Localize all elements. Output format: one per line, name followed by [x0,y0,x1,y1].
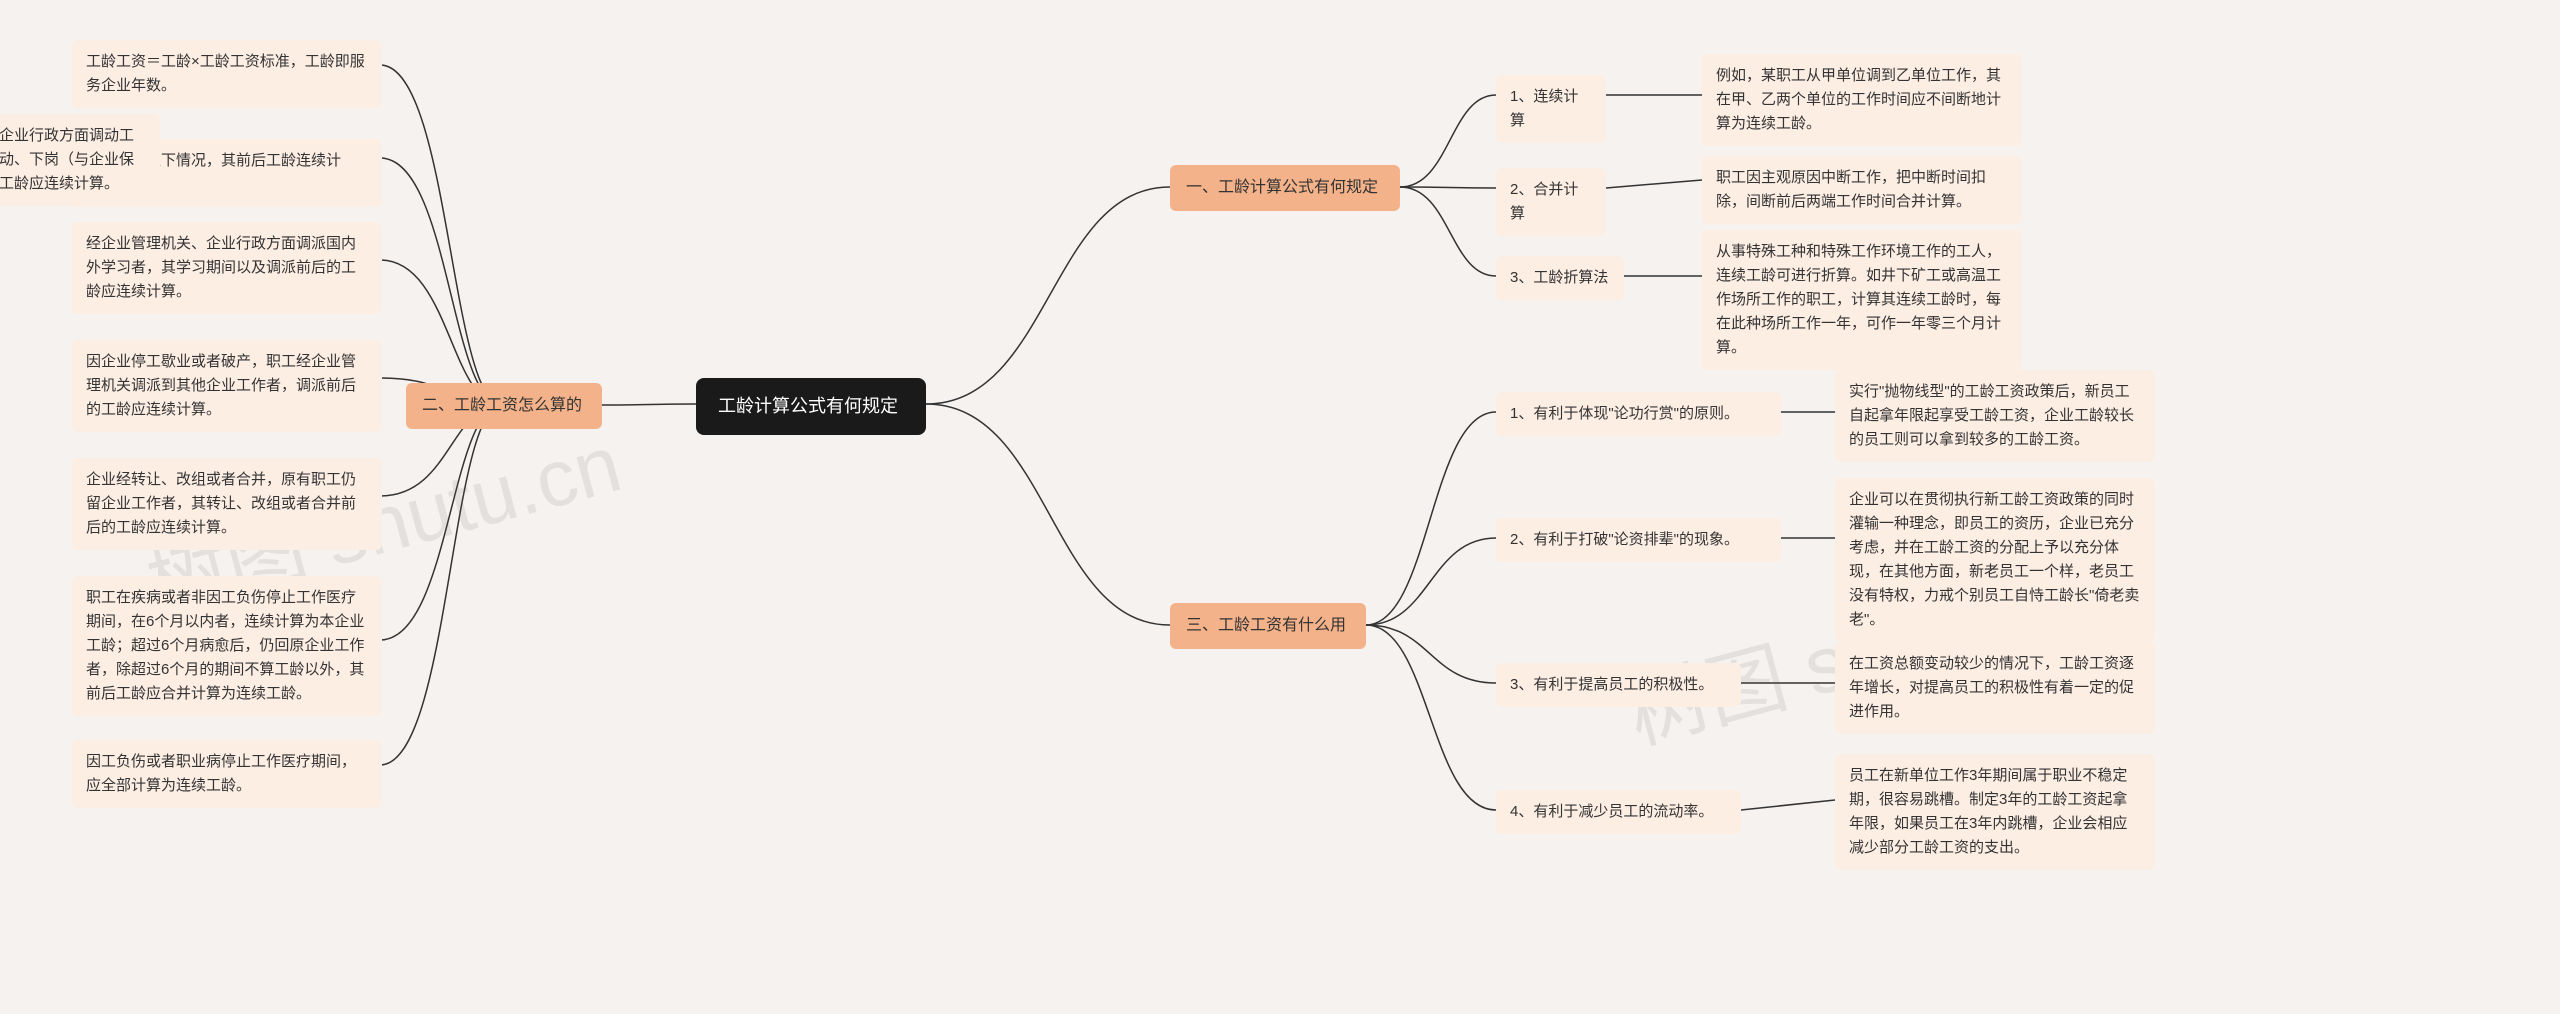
leaf-2-3: 因企业停工歇业或者破产，职工经企业管理机关调派到其他企业工作者，调派前后的工龄应… [72,340,382,432]
leaf-3-4: 员工在新单位工作3年期间属于职业不稳定期，很容易跳槽。制定3年的工龄工资起拿年限… [1835,754,2155,870]
leaf-2-2: 经企业管理机关、企业行政方面调派国内外学习者，其学习期间以及调派前后的工龄应连续… [72,222,382,314]
leaf-1-3: 从事特殊工种和特殊工作环境工作的工人，连续工龄可进行折算。如井下矿工或高温工作场… [1702,230,2022,370]
sub-3-3[interactable]: 3、有利于提高员工的积极性。 [1496,663,1741,707]
leaf-2-1a: 凡经企业管理机关、企业行政方面调动工作、安排下岗者，调动、下岗（与企业保持劳动关… [0,114,160,206]
leaf-3-3: 在工资总额变动较少的情况下，工龄工资逐年增长，对提高员工的积极性有着一定的促进作… [1835,642,2155,734]
leaf-3-2: 企业可以在贯彻执行新工龄工资政策的同时灌输一种理念，即员工的资历，企业已充分考虑… [1835,478,2155,642]
root-node[interactable]: 工龄计算公式有何规定 [696,378,926,435]
sub-3-1[interactable]: 1、有利于体现"论功行赏"的原则。 [1496,392,1781,436]
branch-1[interactable]: 一、工龄计算公式有何规定 [1170,165,1400,211]
sub-3-2[interactable]: 2、有利于打破"论资排辈"的现象。 [1496,518,1781,562]
leaf-2-6: 因工负伤或者职业病停止工作医疗期间，应全部计算为连续工龄。 [72,740,382,808]
leaf-2-4: 企业经转让、改组或者合并，原有职工仍留企业工作者，其转让、改组或者合并前后的工龄… [72,458,382,550]
branch-2[interactable]: 二、工龄工资怎么算的 [406,383,602,429]
sub-1-3[interactable]: 3、工龄折算法 [1496,256,1624,300]
sub-1-2[interactable]: 2、合并计算 [1496,168,1606,236]
leaf-3-1: 实行"抛物线型"的工龄工资政策后，新员工自起拿年限起享受工龄工资，企业工龄较长的… [1835,370,2155,462]
connector-layer [0,0,2560,1014]
leaf-1-1: 例如，某职工从甲单位调到乙单位工作，其在甲、乙两个单位的工作时间应不间断地计算为… [1702,54,2022,146]
sub-3-4[interactable]: 4、有利于减少员工的流动率。 [1496,790,1741,834]
sub-1-1[interactable]: 1、连续计算 [1496,75,1606,143]
leaf-1-2: 职工因主观原因中断工作，把中断时间扣除，间断前后两端工作时间合并计算。 [1702,156,2022,224]
leaf-2-5: 职工在疾病或者非因工负伤停止工作医疗期间，在6个月以内者，连续计算为本企业工龄；… [72,576,382,716]
branch-3[interactable]: 三、工龄工资有什么用 [1170,603,1366,649]
leaf-2-0: 工龄工资＝工龄×工龄工资标准，工龄即服务企业年数。 [72,40,382,108]
